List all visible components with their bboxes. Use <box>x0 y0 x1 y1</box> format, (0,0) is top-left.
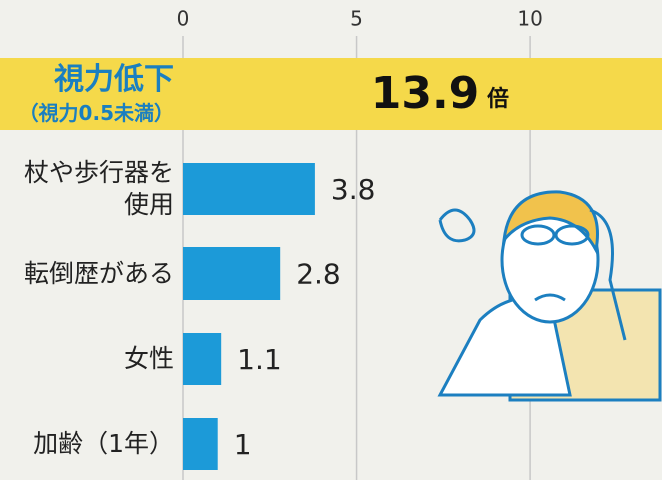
category-note: （視力0.5未満） <box>19 99 174 127</box>
bar <box>183 333 221 385</box>
category-label-box: 女性 <box>2 323 176 395</box>
chart: 0 5 10 13.9 倍 視力低下（視力0.5未満） 3.8 杖や歩行器を使用 2.8 転倒歴… <box>0 0 662 480</box>
unit-label: 倍 <box>487 86 509 112</box>
value-label: 3.8 <box>331 173 376 206</box>
category-text: 女性 <box>124 343 174 375</box>
category-label: 杖や歩行器を使用 <box>2 153 174 225</box>
page: {"chart_data": {"type": "hbar", "categor… <box>0 0 662 480</box>
category-label: 転倒歴がある <box>2 237 174 310</box>
x-tick-label: 0 <box>177 7 190 31</box>
x-tick-label: 5 <box>350 7 363 31</box>
category-label-box: 転倒歴がある <box>2 237 176 310</box>
bar <box>183 163 315 215</box>
category-text: 杖や歩行器を使用 <box>2 157 174 221</box>
value-label: 13.9 <box>371 68 480 119</box>
category-label: 女性 <box>2 323 174 395</box>
value-label: 2.8 <box>296 258 341 291</box>
category-label: 視力低下（視力0.5未満） <box>2 48 174 140</box>
category-label: 加齢（1年） <box>2 408 174 480</box>
category-label-box: 加齢（1年） <box>2 408 176 480</box>
value-label: 1 <box>234 428 252 461</box>
category-text: 加齢（1年） <box>33 428 174 460</box>
swirl <box>440 210 474 241</box>
bar <box>183 418 218 470</box>
category-text: 視力低下 <box>54 61 174 99</box>
value-label: 1.1 <box>237 343 282 376</box>
x-tick-label: 10 <box>517 7 542 31</box>
category-label-box: 杖や歩行器を使用 <box>2 153 176 225</box>
category-label-box: 視力低下（視力0.5未満） <box>2 48 176 140</box>
illustration <box>440 192 660 400</box>
bar <box>183 247 280 300</box>
category-text: 転倒歴がある <box>24 258 174 290</box>
